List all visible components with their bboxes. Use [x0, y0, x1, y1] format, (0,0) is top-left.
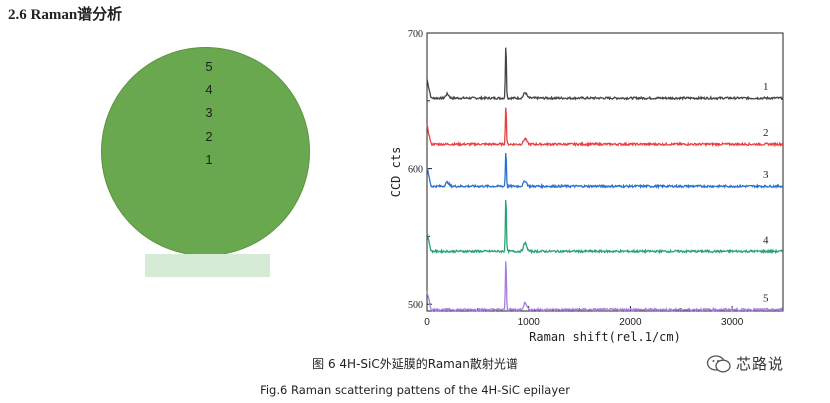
watermark: 芯路说 [706, 353, 784, 374]
measurement-point-1: 1 [205, 152, 213, 167]
y-tick-label: 500 [408, 300, 423, 311]
measurement-point-2: 2 [205, 129, 213, 144]
section-title: 2.6 Raman谱分析 [8, 7, 123, 23]
x-tick-label: 0 [424, 317, 430, 328]
figure-caption-english: Fig.6 Raman scattering pattens of the 4H… [260, 383, 570, 397]
x-tick-label: 1000 [518, 317, 541, 328]
wafer-diagram [101, 47, 310, 256]
series-4-line [426, 199, 784, 255]
watermark-text: 芯路说 [736, 355, 785, 373]
raman-spectrum-chart: 0 1000 2000 3000 500 600 700 Raman shift(rel.1/… [389, 29, 784, 344]
series-5-line [426, 261, 784, 313]
x-tick-label: 2000 [619, 317, 642, 328]
series-4-label: 4 [763, 234, 769, 246]
series-1-line [426, 47, 784, 101]
measurement-point-4: 4 [205, 82, 213, 97]
y-axis-label: CCD cts [389, 147, 403, 198]
series-3-line [426, 152, 784, 190]
series-5-label: 5 [763, 293, 769, 305]
measurement-point-3: 3 [205, 105, 213, 120]
measurement-point-5: 5 [205, 59, 213, 74]
wafer-flat [145, 254, 270, 277]
y-tick-label: 600 [408, 165, 423, 176]
figure-caption-chinese: 图 6 4H-SiC外延膜的Raman散射光谱 [312, 357, 518, 371]
y-tick-label: 700 [408, 29, 423, 40]
series-2-label: 2 [763, 127, 769, 139]
x-tick-label: 3000 [721, 317, 744, 328]
series-1-label: 1 [763, 81, 769, 93]
series-3-label: 3 [763, 169, 769, 181]
series-2-line [426, 107, 784, 148]
plot-frame [426, 32, 784, 312]
x-axis-label: Raman shift(rel.1/cm) [529, 330, 681, 344]
wechat-icon [706, 354, 731, 372]
